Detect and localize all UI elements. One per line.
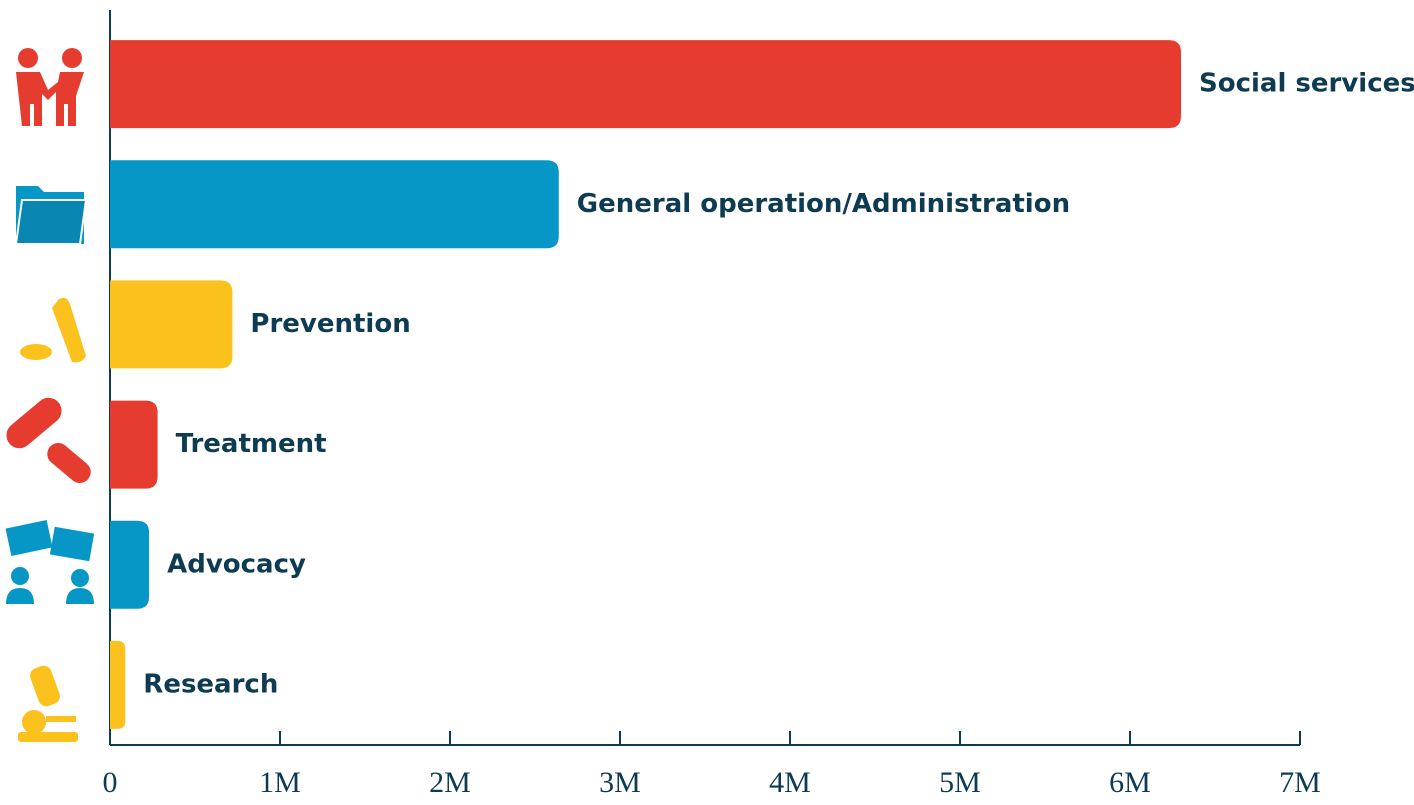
icons <box>5 48 95 742</box>
x-tick-label: 3M <box>599 766 641 799</box>
icon-research <box>18 665 78 742</box>
x-tick-label: 1M <box>259 766 301 799</box>
bar <box>110 40 1181 129</box>
icon-advocacy <box>5 519 95 604</box>
icon-folder <box>14 186 88 245</box>
bar <box>110 400 158 489</box>
category-label: Prevention <box>250 309 410 339</box>
icon-social <box>16 48 84 126</box>
x-tick-label: 6M <box>1109 766 1151 799</box>
x-tick-label: 5M <box>939 766 981 799</box>
category-label: Advocacy <box>167 549 306 579</box>
bar <box>110 280 233 369</box>
bar <box>110 520 150 609</box>
category-label: Research <box>143 669 278 699</box>
category-label: Treatment <box>176 429 327 459</box>
x-tick-label: 0 <box>103 766 118 799</box>
category-label: General operation/Administration <box>577 189 1070 219</box>
bar <box>110 160 559 249</box>
x-tick-label: 2M <box>429 766 471 799</box>
icon-treatment <box>6 397 91 483</box>
category-label: Social services <box>1199 69 1414 99</box>
bar <box>110 640 126 729</box>
x-tick-label: 7M <box>1279 766 1321 799</box>
icon-prevention <box>20 297 86 363</box>
x-tick-label: 4M <box>769 766 811 799</box>
